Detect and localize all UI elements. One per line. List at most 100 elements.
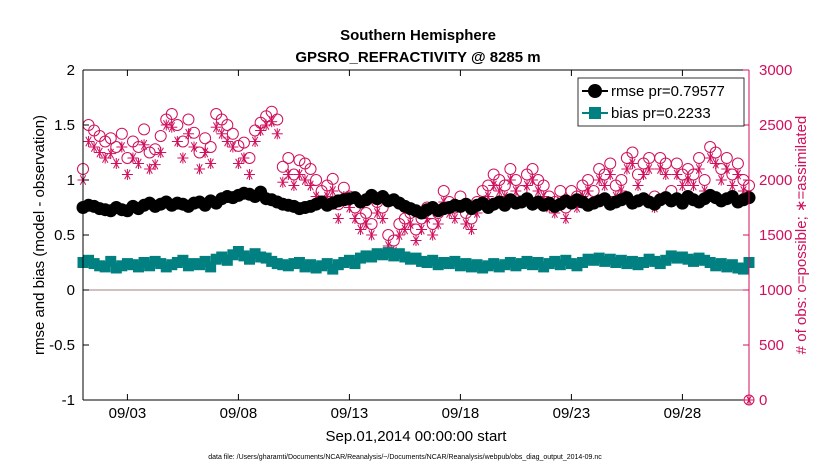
bias-point — [321, 258, 333, 270]
assimilated-obs-point — [632, 180, 644, 191]
bias-point — [610, 257, 622, 268]
assimilated-obs-point — [682, 174, 694, 186]
bias-point — [560, 254, 572, 266]
assimilated-obs-point — [416, 224, 428, 235]
bias-point — [288, 258, 300, 270]
bias-point — [466, 261, 477, 273]
y-left-tick-label: 0 — [67, 282, 75, 299]
bias-point — [432, 259, 444, 271]
assimilated-obs-point — [726, 180, 738, 191]
bias-point — [421, 257, 433, 268]
bias-point — [715, 258, 727, 270]
bias-point — [127, 259, 139, 271]
bias-point — [177, 254, 189, 266]
bias-point — [443, 258, 455, 270]
bias-point — [460, 258, 472, 270]
bias-point — [194, 259, 206, 271]
bias-point — [216, 251, 228, 263]
legend-bias-marker — [589, 107, 601, 119]
y-right-tick-label: 0 — [759, 392, 767, 409]
bias-point — [188, 258, 200, 270]
possible-obs-point — [104, 132, 117, 145]
assimilated-obs-point — [144, 163, 156, 175]
bias-point — [399, 251, 411, 263]
assimilated-obs-point — [266, 116, 278, 128]
bias-point — [393, 248, 405, 260]
bias-point — [571, 260, 583, 272]
bias-point — [255, 251, 267, 263]
y-left-tick-label: 1 — [67, 172, 75, 189]
y-right-tick-label: 500 — [759, 337, 784, 354]
bias-point — [282, 260, 294, 272]
bias-point — [654, 258, 666, 270]
bias-point — [266, 255, 278, 267]
bias-point — [643, 253, 655, 265]
bias-point — [404, 253, 416, 265]
assimilated-obs-point — [127, 152, 139, 164]
assimilated-obs-point — [277, 176, 289, 188]
assimilated-obs-point — [521, 180, 533, 191]
bias-point — [138, 257, 150, 268]
possible-obs-point — [115, 127, 128, 140]
bias-point — [332, 259, 344, 271]
bias-point — [676, 251, 688, 263]
bias-point — [416, 255, 428, 267]
assimilated-obs-point — [138, 139, 150, 151]
assimilated-obs-point — [271, 128, 283, 140]
bias-point — [699, 254, 711, 266]
assimilated-obs-point — [532, 185, 544, 197]
y-right-tick-label: 2000 — [759, 172, 792, 189]
assimilated-obs-point — [626, 158, 638, 169]
bias-point — [88, 258, 100, 270]
assimilated-obs-point — [238, 152, 250, 164]
bias-point — [160, 261, 172, 273]
possible-obs-point — [226, 127, 239, 140]
bias-point — [554, 259, 566, 271]
y-right-axis-label: # of obs: o=possible; ∗=assimilated — [793, 116, 810, 355]
bias-point — [482, 260, 494, 272]
assimilated-obs-point — [199, 147, 211, 158]
bias-point — [493, 261, 505, 273]
bias-point — [732, 262, 744, 274]
bias-point — [310, 262, 322, 274]
bias-point — [299, 261, 311, 273]
assimilated-obs-point — [371, 207, 383, 219]
bias-point — [388, 250, 400, 262]
chart-subtitle: GPSRO_REFRACTIVITY @ 8285 m — [295, 49, 540, 66]
bias-point — [538, 261, 550, 273]
assimilated-obs-point — [693, 163, 705, 175]
bias-point — [521, 255, 533, 267]
bias-point — [638, 257, 650, 268]
assimilated-obs-point — [360, 218, 372, 230]
possible-obs-point — [237, 136, 250, 149]
bias-point — [305, 259, 317, 271]
bias-point — [349, 258, 361, 270]
assimilated-obs-point — [255, 125, 267, 136]
y-left-tick-label: -1 — [62, 392, 75, 409]
bias-point — [116, 260, 128, 272]
assimilated-obs-point — [399, 224, 411, 235]
assimilated-obs-point — [166, 121, 178, 133]
y-left-tick-label: 1.5 — [54, 117, 75, 134]
y-left-axis-label: rmse and bias (model - observation) — [31, 115, 48, 355]
bias-point — [721, 261, 733, 273]
assimilated-obs-point — [155, 147, 167, 158]
assimilated-obs-point — [282, 169, 294, 180]
bias-point — [582, 253, 594, 265]
bias-point — [477, 262, 489, 274]
possible-obs-point — [221, 119, 234, 131]
bias-point — [488, 258, 500, 270]
assimilated-obs-point — [110, 158, 122, 169]
bias-point — [343, 254, 355, 266]
possible-obs-point — [276, 160, 289, 173]
assimilated-obs-point — [194, 163, 206, 175]
bias-point — [244, 253, 255, 265]
x-tick-label: 09/23 — [553, 405, 591, 422]
bias-point — [737, 263, 749, 275]
bias-point — [210, 253, 222, 265]
possible-obs-point — [138, 123, 151, 136]
bias-point — [454, 260, 466, 272]
assimilated-obs-point — [599, 180, 611, 191]
assimilated-obs-point — [221, 136, 233, 147]
